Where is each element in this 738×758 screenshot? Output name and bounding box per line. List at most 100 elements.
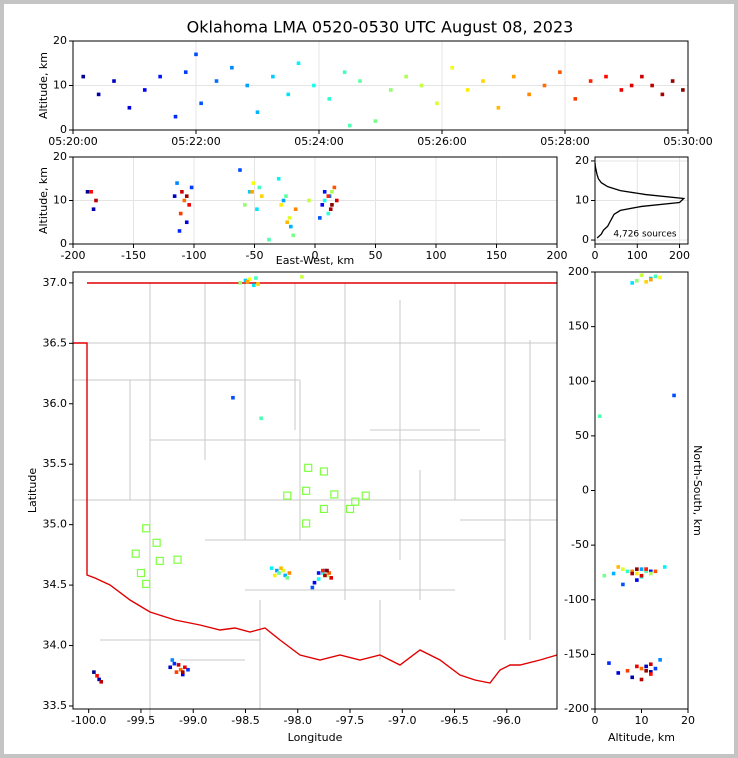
source-point [328, 207, 333, 211]
source-point [635, 578, 639, 582]
source-point [658, 658, 662, 662]
source-point [649, 571, 653, 576]
source-point [347, 123, 352, 128]
y-tick-label: 20 [53, 150, 67, 163]
source-point [177, 229, 182, 233]
source-point [158, 74, 162, 79]
y-tick-label: 0 [60, 123, 67, 136]
source-point [649, 277, 653, 282]
source-point [182, 198, 187, 203]
source-point [254, 276, 258, 280]
y-tick-label: 10 [53, 194, 67, 207]
x-tick-label: 05:26:00 [417, 135, 466, 148]
source-point [644, 664, 648, 669]
axes-frame [72, 40, 689, 131]
source-point [96, 92, 101, 97]
source-point [251, 181, 256, 185]
x-tick-label: 10 [635, 714, 649, 727]
source-point [322, 198, 327, 203]
axes-frame [72, 271, 558, 710]
source-point [85, 190, 90, 194]
x-tick-label: 05:22:00 [171, 135, 220, 148]
source-point [404, 74, 408, 79]
source-point [318, 216, 322, 220]
source-point [630, 571, 634, 576]
source-point [326, 194, 331, 198]
source-point [316, 577, 321, 581]
source-point [329, 576, 334, 580]
x-tick-label: 05:20:00 [48, 135, 97, 148]
map-outlines [73, 282, 558, 720]
source-point [245, 83, 250, 88]
source-point [142, 88, 147, 92]
source-point [279, 203, 283, 207]
source-point [607, 661, 611, 665]
source-point [332, 185, 337, 190]
source-point [604, 74, 608, 79]
station [131, 549, 140, 558]
x-axis-label: Altitude, km [608, 731, 675, 744]
y-axis-label: Altitude, km [37, 52, 50, 119]
source-point [252, 283, 256, 288]
x-tick-label: -97.0 [388, 714, 416, 727]
y-tick-label: 34.5 [43, 578, 68, 591]
y-tick-label: 35.0 [43, 518, 68, 531]
source-point [257, 185, 262, 190]
source-point [625, 569, 630, 574]
x-tick-label: -50 [246, 249, 264, 262]
source-point [92, 670, 96, 674]
source-point [373, 119, 378, 123]
source-point [184, 220, 189, 225]
y-tick-label: -200 [564, 702, 589, 715]
source-point [307, 198, 311, 203]
source-point [639, 567, 644, 571]
source-point [95, 673, 99, 678]
source-point [285, 576, 290, 580]
source-point [296, 61, 301, 66]
source-point [644, 280, 648, 284]
x-tick-label: -98.0 [284, 714, 312, 727]
x-tick-label: 50 [369, 249, 383, 262]
source-point [172, 194, 177, 198]
x-tick-label: -97.5 [336, 714, 364, 727]
source-point [170, 658, 175, 662]
source-point [542, 83, 547, 88]
source-point [183, 665, 187, 670]
source-point [180, 190, 184, 194]
source-point [496, 105, 501, 110]
source-point [243, 203, 247, 207]
source-point [230, 65, 234, 70]
source-point [649, 670, 653, 674]
y-tick-label: 36.5 [43, 336, 68, 349]
x-tick-label: -99.5 [127, 714, 155, 727]
source-point [272, 573, 277, 578]
source-point [511, 74, 516, 79]
station [319, 504, 328, 514]
x-tick-label: -99.0 [179, 714, 207, 727]
x-axis-label: Longitude [288, 731, 343, 744]
source-point [325, 568, 329, 573]
x-tick-label: 05:24:00 [294, 135, 343, 148]
x-tick-label: 100 [627, 249, 648, 262]
source-point [173, 114, 178, 119]
source-point [312, 83, 316, 88]
x-tick-label: -100.0 [71, 714, 106, 727]
source-point [259, 416, 263, 421]
x-tick-label: 0 [592, 714, 599, 727]
source-point [630, 569, 634, 574]
source-point [649, 672, 653, 676]
x-tick-label: -150 [121, 249, 146, 262]
station [142, 524, 151, 533]
source-point [558, 70, 562, 74]
source-point [277, 571, 281, 575]
source-point [178, 211, 183, 216]
source-point [281, 198, 286, 203]
source-point [255, 207, 259, 211]
x-tick-label: -200 [61, 249, 86, 262]
y-tick-label: -150 [564, 647, 589, 660]
y-tick-label: 150 [568, 320, 589, 333]
y-tick-label: 37.0 [43, 276, 68, 289]
y-tick-label: 0 [582, 484, 589, 497]
source-point [172, 661, 177, 666]
